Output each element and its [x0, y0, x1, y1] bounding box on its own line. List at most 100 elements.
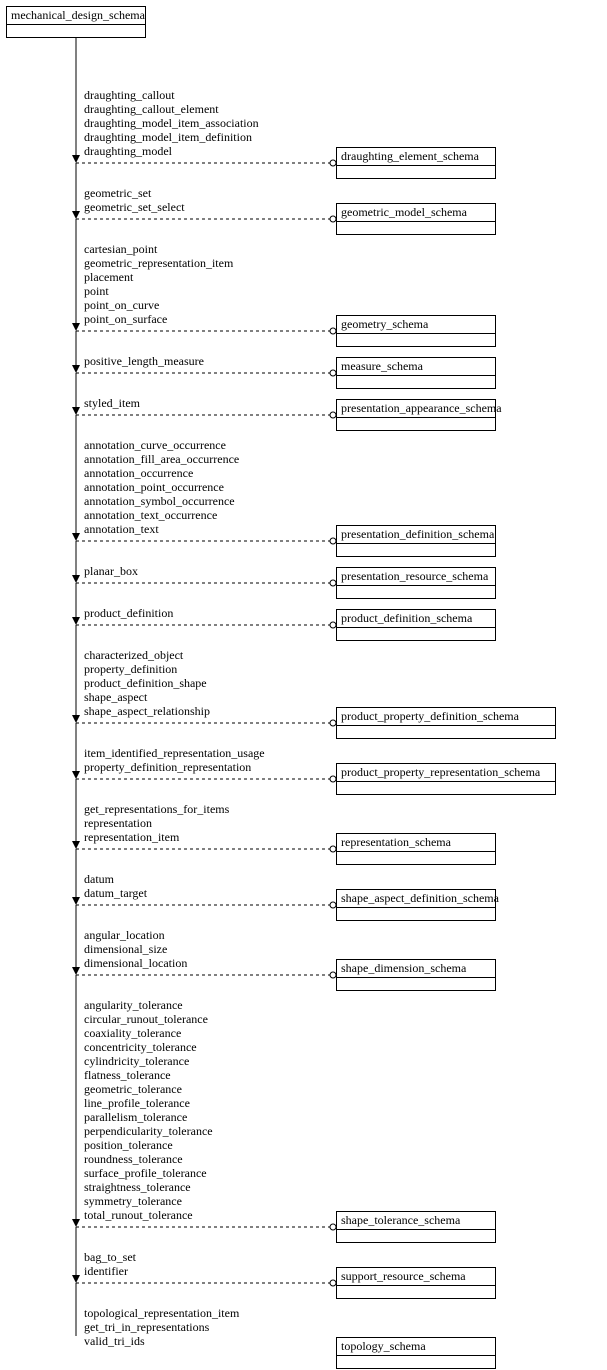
- edge-label: total_runout_tolerance: [84, 1209, 193, 1223]
- edge-label: shape_aspect_relationship: [84, 705, 210, 719]
- edge-label: parallelism_tolerance: [84, 1111, 187, 1125]
- schema-body: [337, 782, 555, 796]
- edge-label: coaxiality_tolerance: [84, 1027, 181, 1041]
- schema-body: [337, 586, 495, 600]
- schema-body: [337, 852, 495, 866]
- edge-label: angular_location: [84, 929, 165, 943]
- edge-label: bag_to_set: [84, 1251, 136, 1265]
- edge-label: representation: [84, 817, 152, 831]
- schema-title: shape_aspect_definition_schema: [337, 890, 495, 908]
- edge-label: get_tri_in_representations: [84, 1321, 209, 1335]
- schema-body: [337, 376, 495, 390]
- schema-title: product_definition_schema: [337, 610, 495, 628]
- schema-title: product_property_definition_schema: [337, 708, 555, 726]
- schema-box: shape_dimension_schema: [336, 959, 496, 991]
- schema-box: product_property_representation_schema: [336, 763, 556, 795]
- edge-label: annotation_symbol_occurrence: [84, 495, 235, 509]
- edge-label: draughting_callout_element: [84, 103, 219, 117]
- schema-title: draughting_element_schema: [337, 148, 495, 166]
- schema-box: presentation_definition_schema: [336, 525, 496, 557]
- edge-label: flatness_tolerance: [84, 1069, 171, 1083]
- edge-label: annotation_occurrence: [84, 467, 193, 481]
- edge-label: dimensional_size: [84, 943, 167, 957]
- edge-label: geometric_set: [84, 187, 151, 201]
- edge-label: datum_target: [84, 887, 147, 901]
- edge-label: annotation_fill_area_occurrence: [84, 453, 239, 467]
- edge-label: roundness_tolerance: [84, 1153, 183, 1167]
- edge-label: topological_representation_item: [84, 1307, 239, 1321]
- edge-label: geometric_representation_item: [84, 257, 233, 271]
- edge-label: positive_length_measure: [84, 355, 204, 369]
- schema-box: representation_schema: [336, 833, 496, 865]
- edge-label: representation_item: [84, 831, 179, 845]
- schema-body: [337, 726, 555, 740]
- edge-label: draughting_model: [84, 145, 172, 159]
- schema-box: geometry_schema: [336, 315, 496, 347]
- schema-title: shape_tolerance_schema: [337, 1212, 495, 1230]
- edge-label: characterized_object: [84, 649, 183, 663]
- edge-label: draughting_model_item_definition: [84, 131, 252, 145]
- edge-label: circular_runout_tolerance: [84, 1013, 208, 1027]
- edge-label: position_tolerance: [84, 1139, 173, 1153]
- edge-label: cartesian_point: [84, 243, 157, 257]
- schema-diagram: mechanical_design_schema draughting_elem…: [6, 6, 601, 1336]
- edge-label: symmetry_tolerance: [84, 1195, 182, 1209]
- schema-title: topology_schema: [337, 1338, 495, 1356]
- edge-label: styled_item: [84, 397, 140, 411]
- edge-label: annotation_curve_occurrence: [84, 439, 226, 453]
- schema-title: shape_dimension_schema: [337, 960, 495, 978]
- schema-box: product_property_definition_schema: [336, 707, 556, 739]
- schema-body: [337, 978, 495, 992]
- schema-title: product_property_representation_schema: [337, 764, 555, 782]
- edge-label: draughting_callout: [84, 89, 175, 103]
- edge-label: annotation_point_occurrence: [84, 481, 224, 495]
- schema-body: [337, 166, 495, 180]
- edge-label: dimensional_location: [84, 957, 187, 971]
- edge-label: perpendicularity_tolerance: [84, 1125, 213, 1139]
- root-schema-box: mechanical_design_schema: [6, 6, 146, 38]
- schema-body: [337, 544, 495, 558]
- edge-label: line_profile_tolerance: [84, 1097, 190, 1111]
- schema-box: draughting_element_schema: [336, 147, 496, 179]
- schema-body: [337, 222, 495, 236]
- schema-title: measure_schema: [337, 358, 495, 376]
- schema-title: presentation_resource_schema: [337, 568, 495, 586]
- edge-label: point_on_surface: [84, 313, 167, 327]
- edge-label: surface_profile_tolerance: [84, 1167, 207, 1181]
- schema-body: [337, 628, 495, 642]
- edge-label: get_representations_for_items: [84, 803, 229, 817]
- schema-box: shape_tolerance_schema: [336, 1211, 496, 1243]
- schema-body: [337, 1286, 495, 1300]
- edge-label: geometric_set_select: [84, 201, 185, 215]
- schema-title: presentation_appearance_schema: [337, 400, 495, 418]
- schema-title: geometric_model_schema: [337, 204, 495, 222]
- edge-label: placement: [84, 271, 133, 285]
- edge-label: datum: [84, 873, 114, 887]
- edge-label: point_on_curve: [84, 299, 159, 313]
- edge-label: annotation_text: [84, 523, 159, 537]
- edge-label: item_identified_representation_usage: [84, 747, 265, 761]
- edge-label: property_definition_representation: [84, 761, 251, 775]
- schema-title: support_resource_schema: [337, 1268, 495, 1286]
- edge-label: geometric_tolerance: [84, 1083, 182, 1097]
- schema-box: geometric_model_schema: [336, 203, 496, 235]
- schema-box: presentation_resource_schema: [336, 567, 496, 599]
- edge-label: identifier: [84, 1265, 128, 1279]
- schema-box: support_resource_schema: [336, 1267, 496, 1299]
- edge-label: product_definition: [84, 607, 173, 621]
- schema-box: product_definition_schema: [336, 609, 496, 641]
- edge-label: point: [84, 285, 109, 299]
- schema-title: geometry_schema: [337, 316, 495, 334]
- schema-box: measure_schema: [336, 357, 496, 389]
- edge-label: product_definition_shape: [84, 677, 207, 691]
- edge-label: planar_box: [84, 565, 138, 579]
- schema-body: [337, 908, 495, 922]
- edge-label: shape_aspect: [84, 691, 147, 705]
- edge-label: cylindricity_tolerance: [84, 1055, 189, 1069]
- schema-body: [337, 334, 495, 348]
- edge-label: draughting_model_item_association: [84, 117, 259, 131]
- edge-label: concentricity_tolerance: [84, 1041, 197, 1055]
- schema-body: [337, 418, 495, 432]
- schema-box: shape_aspect_definition_schema: [336, 889, 496, 921]
- schema-title: representation_schema: [337, 834, 495, 852]
